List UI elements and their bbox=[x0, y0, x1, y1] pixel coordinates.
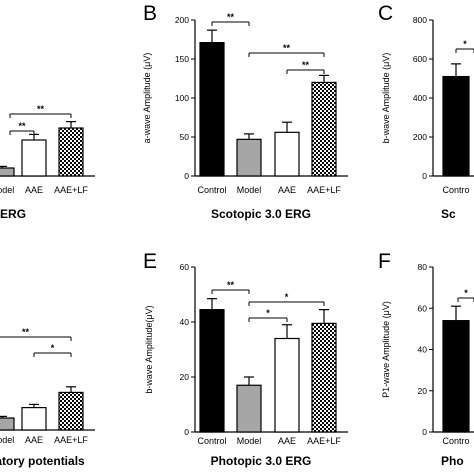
y-tick-label: 400 bbox=[413, 93, 427, 103]
y-tick-label: 50 bbox=[180, 132, 190, 142]
panel-caption: Sc bbox=[441, 207, 456, 221]
significance-label: * bbox=[464, 288, 468, 298]
x-tick-label: AAE bbox=[278, 185, 296, 195]
y-tick-label: 100 bbox=[175, 93, 189, 103]
panel-letter: F bbox=[378, 250, 391, 273]
y-tick-label: 20 bbox=[180, 372, 190, 382]
y-tick-label: 40 bbox=[180, 317, 190, 327]
panel-b: B 0 50 100 150 200 a-wave Amplitude (μV) Contro… bbox=[142, 2, 348, 221]
panel-a: Model AAE AAE+LF ** ** ic 0.01 ERG bbox=[0, 104, 95, 221]
bar-aae-lf bbox=[311, 81, 337, 177]
significance-label: ** bbox=[227, 12, 235, 22]
x-tick-label: AAE bbox=[278, 436, 296, 446]
x-tick-label: AAE+LF bbox=[54, 435, 88, 445]
y-tick-label: 150 bbox=[175, 54, 189, 64]
significance-label: * bbox=[285, 292, 289, 302]
panel-caption: Photopic 3.0 ERG bbox=[211, 454, 312, 468]
bar-aae bbox=[21, 139, 47, 177]
panel-caption: ic 0.01 ERG bbox=[0, 207, 26, 221]
y-tick-label: 80 bbox=[418, 262, 428, 272]
bar-control bbox=[442, 75, 470, 177]
bar-aae-lf bbox=[311, 322, 337, 433]
y-tick-label: 800 bbox=[413, 15, 427, 25]
bar-model bbox=[0, 167, 15, 177]
significance-label: ** bbox=[22, 327, 30, 337]
y-tick-label: 0 bbox=[184, 171, 189, 181]
panel-letter: E bbox=[143, 250, 157, 273]
x-tick-label: AAE+LF bbox=[307, 185, 341, 195]
panel-letter: C bbox=[378, 2, 393, 25]
x-tick-label: Control bbox=[197, 185, 226, 195]
panel-f: F 0 20 40 60 80 P1-wave Amplitude (μV) Contro * P… bbox=[378, 250, 474, 468]
bar-model bbox=[236, 384, 262, 433]
x-tick-label: Model bbox=[237, 436, 262, 446]
x-tick-label: AAE+LF bbox=[54, 185, 88, 195]
bar-aae bbox=[274, 337, 300, 433]
significance-label: ** bbox=[227, 280, 235, 290]
x-tick-label: AAE bbox=[25, 435, 43, 445]
significance-label: ** bbox=[37, 104, 45, 114]
significance-label: * bbox=[463, 39, 467, 49]
y-axis-label: a-wave Amplitude (μV) bbox=[142, 53, 152, 144]
x-tick-label: Contro bbox=[442, 436, 469, 446]
bar-model bbox=[0, 417, 15, 431]
y-axis-label: P1-wave Amplitude (μV) bbox=[381, 301, 391, 398]
y-tick-label: 0 bbox=[184, 427, 189, 437]
x-tick-label: Contro bbox=[442, 185, 469, 195]
bar-aae-lf bbox=[58, 391, 84, 431]
panel-e: E 0 20 40 60 b-wave Amplitude(μV) Control Model… bbox=[143, 250, 348, 468]
y-tick-label: 200 bbox=[413, 132, 427, 142]
y-tick-label: 20 bbox=[418, 386, 428, 396]
y-tick-label: 0 bbox=[422, 171, 427, 181]
y-tick-label: 0 bbox=[422, 427, 427, 437]
x-tick-label: AAE bbox=[25, 185, 43, 195]
significance-label: * bbox=[51, 343, 55, 353]
panel-c: C 0 200 400 600 800 b-wave Amplitude (μV) Contr… bbox=[378, 2, 474, 221]
y-tick-label: 40 bbox=[418, 345, 428, 355]
bar-control bbox=[199, 42, 225, 177]
significance-label: ** bbox=[18, 121, 26, 131]
panel-caption: Scotopic 3.0 ERG bbox=[211, 207, 311, 221]
panel-letter: B bbox=[143, 2, 157, 25]
x-tick-label: AAE+LF bbox=[307, 436, 341, 446]
x-tick-label: Model bbox=[237, 185, 262, 195]
x-tick-label: Model bbox=[0, 185, 14, 195]
y-tick-label: 60 bbox=[180, 262, 190, 272]
bar-aae-lf bbox=[58, 127, 84, 177]
panel-caption: scillatory potentials bbox=[0, 454, 85, 468]
bar-aae bbox=[274, 131, 300, 177]
x-tick-label: Control bbox=[197, 436, 226, 446]
significance-label: ** bbox=[283, 43, 291, 53]
y-tick-label: 60 bbox=[418, 303, 428, 313]
panel-caption: Pho bbox=[441, 454, 464, 468]
significance-label: * bbox=[266, 308, 270, 318]
y-axis-label: b-wave Amplitude(μV) bbox=[144, 305, 154, 393]
bar-control bbox=[199, 309, 225, 433]
y-axis-label: b-wave Amplitude (μV) bbox=[381, 53, 391, 144]
significance-label: ** bbox=[302, 60, 310, 70]
bar-control bbox=[442, 320, 470, 433]
bar-model bbox=[236, 138, 262, 177]
x-tick-label: Model bbox=[0, 435, 14, 445]
y-tick-label: 600 bbox=[413, 54, 427, 64]
y-tick-label: 200 bbox=[175, 15, 189, 25]
bar-aae bbox=[21, 407, 47, 431]
